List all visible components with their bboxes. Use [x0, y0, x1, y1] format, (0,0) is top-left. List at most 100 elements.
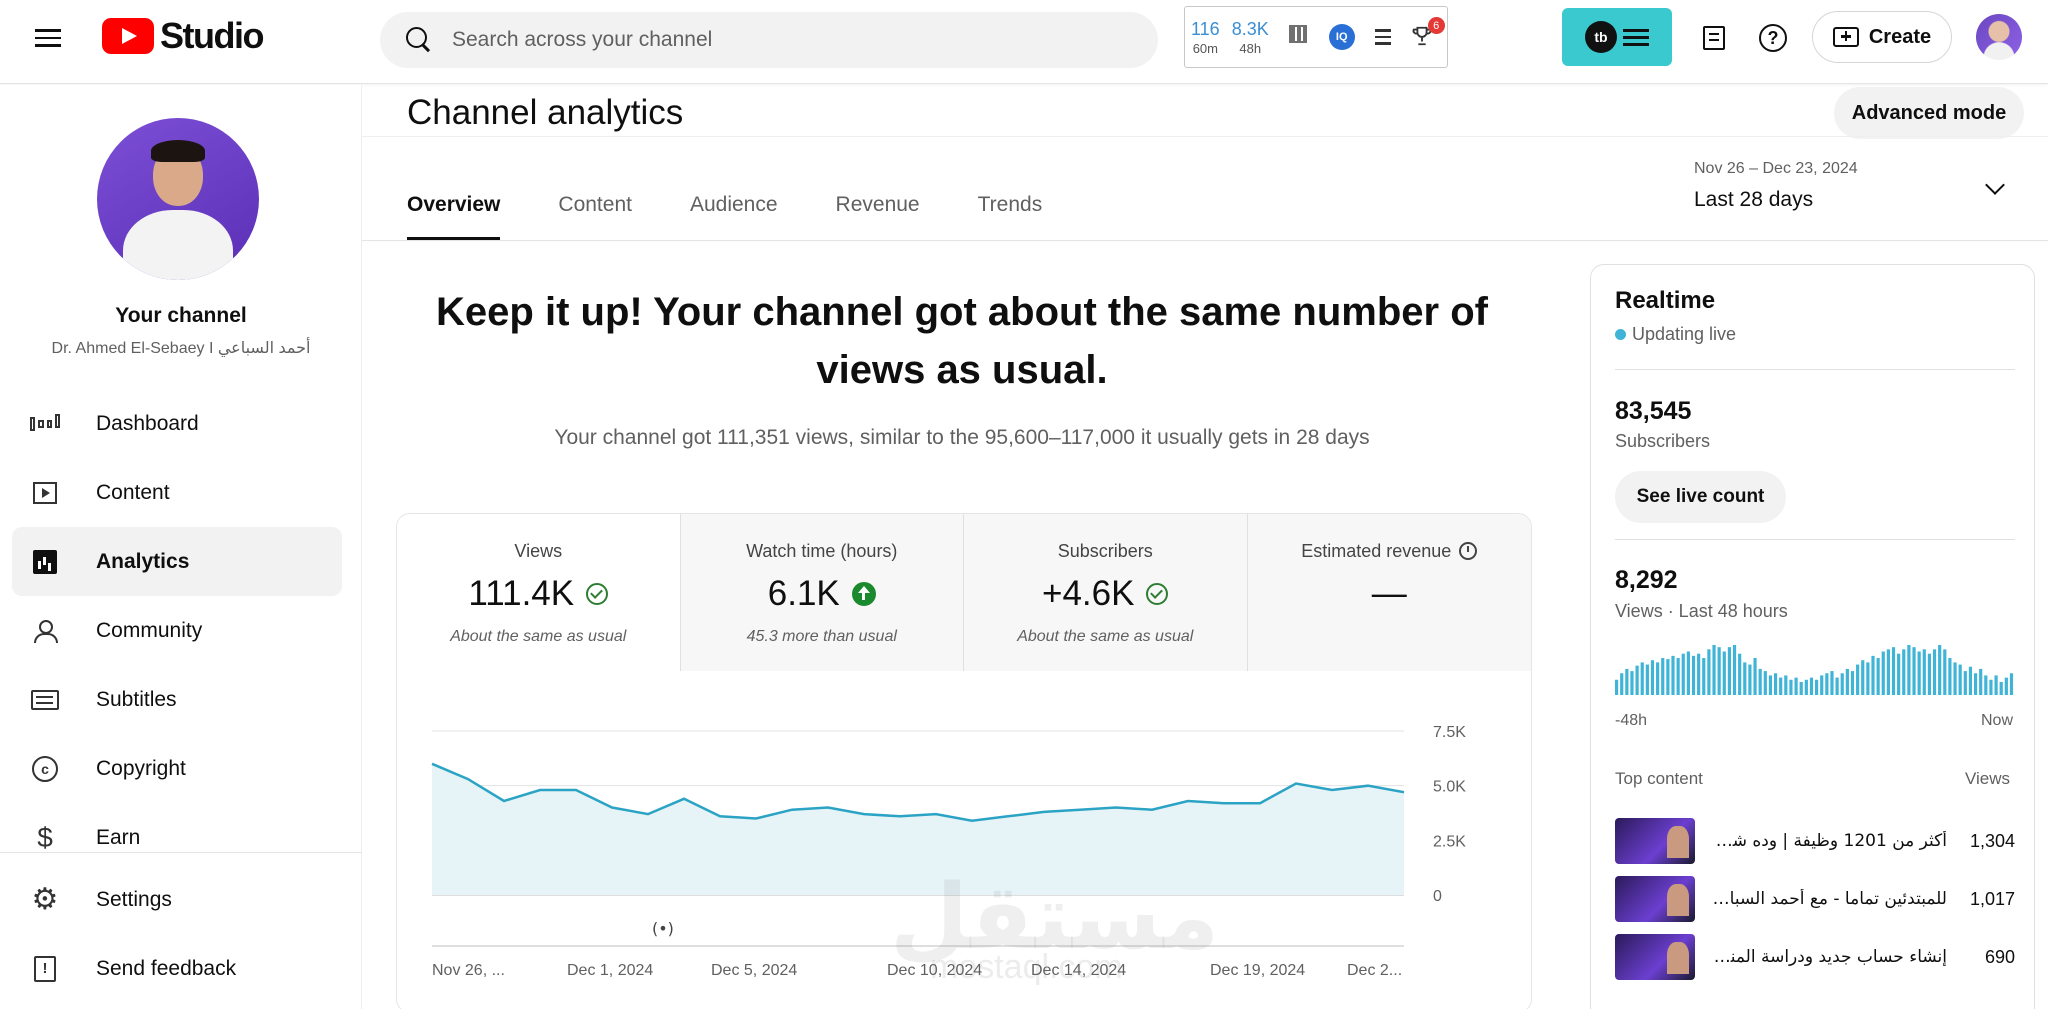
sidebar-item-dashboard[interactable]: Dashboard — [12, 389, 342, 458]
studio-logo[interactable]: Studio — [102, 15, 264, 56]
ext-stat-60m[interactable]: 116 60m — [1191, 19, 1220, 56]
live-label: Updating live — [1632, 324, 1737, 344]
sidebar-item-analytics[interactable]: Analytics — [12, 527, 342, 596]
account-avatar[interactable] — [1976, 14, 2022, 60]
realtime-bar — [1927, 653, 1931, 695]
create-video-icon — [1832, 27, 1859, 47]
metric-tabs: Views 111.4K About the same as usual Wat… — [397, 514, 1531, 671]
x-tick-label: Dec 5, 2024 — [711, 962, 797, 979]
metric-estimated-revenue[interactable]: Estimated revenue — — [1247, 514, 1531, 671]
date-range-picker[interactable]: Nov 26 – Dec 23, 2024 Last 28 days — [1694, 160, 2014, 212]
metric-value-row: 111.4K — [397, 574, 680, 614]
menu-lines-icon — [1623, 25, 1649, 50]
top-content-row[interactable]: للمبتدئين تماما - مع أحمد السباعي 1,017 — [1615, 875, 2015, 923]
sidebar-item-earn[interactable]: $ Earn — [12, 803, 342, 872]
top-content-row[interactable]: إنشاء حساب جديد ودراسة المنافسين 690 — [1615, 933, 2015, 981]
subtitles-icon — [30, 685, 60, 715]
title-divider — [362, 136, 2048, 137]
realtime-bar — [1963, 671, 1967, 695]
video-thumbnail — [1615, 818, 1695, 864]
community-icon — [30, 616, 60, 646]
metric-note: 45.3 more than usual — [746, 628, 897, 645]
tab-overview[interactable]: Overview — [407, 168, 501, 240]
views-column-header: Views — [1965, 769, 2011, 788]
realtime-bar — [1815, 679, 1819, 695]
realtime-bar — [1794, 677, 1798, 695]
tab-revenue[interactable]: Revenue — [835, 193, 920, 216]
dashboard-icon — [30, 409, 60, 439]
realtime-bar — [1958, 664, 1962, 695]
realtime-bar — [1620, 673, 1624, 695]
realtime-bar — [1661, 658, 1665, 695]
channel-name: Dr. Ahmed El-Sebaey I أحمد السباعي — [51, 340, 311, 357]
realtime-bar — [1871, 655, 1875, 695]
realtime-bar — [1809, 677, 1814, 695]
top-content-row[interactable]: أكثر من 1201 وظيفة | وده شرح موقع 1,304 — [1615, 817, 2015, 865]
app-name: Studio — [160, 15, 264, 56]
realtime-bar — [1953, 662, 1957, 695]
sidebar-item-label: Send feedback — [96, 956, 237, 980]
search-icon[interactable] — [404, 25, 434, 55]
y-tick-label: 5.0K — [1433, 779, 1466, 796]
sidebar-item-content[interactable]: Content — [12, 458, 342, 527]
sidebar-bottom-nav: ⚙ Settings ! Send feedback — [12, 865, 342, 1003]
arrow-up-circle-icon — [851, 582, 876, 606]
sidebar-item-send-feedback[interactable]: ! Send feedback — [12, 934, 342, 1003]
feedback-messages-icon[interactable] — [1696, 20, 1732, 56]
see-live-count-button[interactable]: See live count — [1615, 471, 1786, 523]
sidebar-item-label: Community — [96, 618, 203, 642]
metric-views[interactable]: Views 111.4K About the same as usual — [397, 514, 681, 671]
vidiq-icon[interactable]: IQ — [1328, 24, 1355, 50]
menu-icon[interactable] — [32, 24, 64, 56]
settings-icon: ⚙ — [31, 883, 59, 916]
trophy-icon[interactable]: 6 — [1411, 17, 1445, 49]
sidebar-item-settings[interactable]: ⚙ Settings — [12, 865, 342, 934]
help-icon[interactable]: ? — [1755, 20, 1791, 56]
realtime-bar — [1712, 645, 1716, 695]
realtime-bar — [2009, 673, 2014, 695]
search-bar[interactable] — [380, 12, 1158, 68]
realtime-bar — [1707, 649, 1711, 695]
axis-end-label: Now — [1981, 712, 2014, 729]
list-icon[interactable] — [1371, 25, 1395, 49]
realtime-bar — [1932, 649, 1937, 695]
create-button[interactable]: Create — [1812, 11, 1952, 63]
sidebar-item-community[interactable]: Community — [12, 596, 342, 665]
realtime-bar — [1850, 671, 1855, 695]
analytics-tabs: Overview Content Audience Revenue Trends — [407, 168, 1100, 240]
tubebuddy-button[interactable]: tb — [1562, 8, 1672, 66]
video-views: 690 — [1984, 946, 2015, 967]
metric-subscribers[interactable]: Subscribers +4.6K About the same as usua… — [964, 514, 1248, 671]
x-tick-label: Dec 1, 2024 — [567, 962, 653, 979]
realtime-bar — [1748, 664, 1752, 695]
realtime-bar — [1902, 649, 1906, 695]
realtime-bar — [1625, 668, 1629, 695]
realtime-bar — [1640, 662, 1644, 695]
channel-avatar[interactable] — [97, 118, 259, 280]
realtime-bar — [1656, 662, 1660, 695]
realtime-bar — [1732, 645, 1737, 695]
live-dot-icon — [1615, 329, 1626, 340]
tab-content[interactable]: Content — [558, 193, 632, 216]
top-bar: Studio 116 60m 8.3K 48h IQ 6 tb ? Create — [0, 0, 2048, 84]
tab-audience[interactable]: Audience — [689, 193, 778, 216]
ext-stat-48h[interactable]: 8.3K 48h — [1232, 19, 1269, 56]
realtime-bar — [1799, 681, 1803, 695]
bar-chart-icon[interactable] — [1288, 25, 1313, 49]
tab-trends[interactable]: Trends — [977, 193, 1043, 216]
sidebar-item-subtitles[interactable]: Subtitles — [12, 665, 342, 734]
realtime-bar — [1671, 655, 1675, 695]
x-tick-label: Dec 14, 2024 — [1031, 962, 1126, 979]
top-content-header: Top content — [1615, 769, 1703, 788]
advanced-mode-button[interactable]: Advanced mode — [1834, 87, 2024, 139]
search-input[interactable] — [452, 28, 1102, 52]
metric-note: About the same as usual — [1017, 628, 1194, 645]
metric-watch-time[interactable]: Watch time (hours) 6.1K 45.3 more than u… — [680, 514, 964, 671]
views-line-chart: 7.5K 5.0K 2.5K 0 (•) Nov 26, ... Dec 1, 2024 De… — [431, 724, 1466, 979]
video-title: للمبتدئين تماما - مع أحمد السباعي — [1711, 889, 1947, 909]
sidebar-item-copyright[interactable]: c Copyright — [12, 734, 342, 803]
axis-start-label: -48h — [1615, 712, 1648, 729]
ext-stat-label: 60m — [1192, 40, 1218, 56]
sidebar: Your channel Dr. Ahmed El-Sebaey I أحمد … — [0, 85, 362, 1009]
realtime-bar — [1968, 666, 1973, 695]
